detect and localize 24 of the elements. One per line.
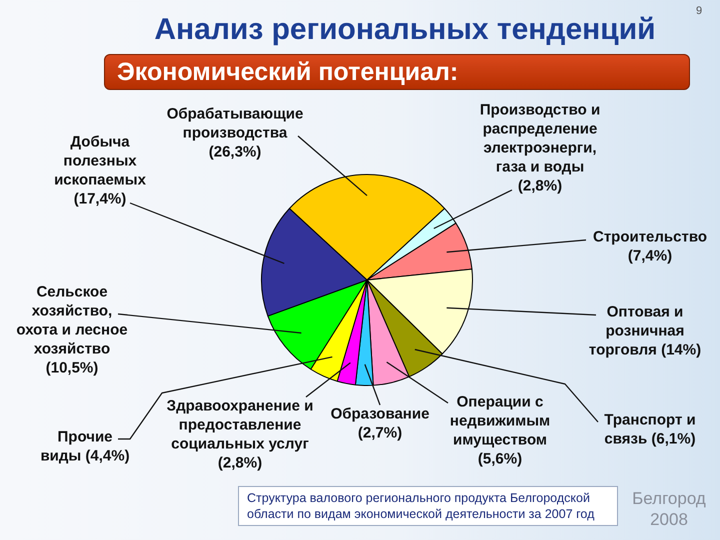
slice-label: Добыча полезных ископаемых [54,134,147,189]
slice-label: Здравоохранение и предоставление социальных услуг [166,398,314,453]
data-label: (2,8%) [218,454,262,472]
data-label: (26,3%) [208,144,262,161]
slice-label: Обрабатывающие производства [166,106,304,142]
slice-label: Оптовая и розничная торговля (14%) [588,304,702,359]
data-label: (17,4%) [74,190,126,208]
data-label: (7,4%) [628,248,672,265]
data-label: (5,6%) [478,450,522,468]
chart-subtitle: Экономический потенциал: [104,54,690,90]
data-label: (2,8%) [518,178,562,195]
slice-label: Производство и распределение электроэнерги, газа и воды [480,102,600,176]
slice-label: Транспорт и связь (6,1%) [604,412,696,448]
data-label: (10,5%) [46,360,98,377]
slice-label: Прочие виды (4,4%) [40,428,130,465]
chart-title: Анализ региональных тенденций [154,13,656,46]
text: Структура валового регионального продукта Белгородской области по видам экономической деятельности за 2007 год [238,486,618,526]
data-label: (2,7%) [358,424,402,442]
slice-label: Образование [330,406,430,423]
text: 9 [696,5,702,17]
slice-label: Сельское хозяйство, охота и лесное хозяйство [16,284,128,358]
slice-label: Операции с недвижимым имуществом [450,394,550,449]
slice-label: Строительство [592,228,708,246]
text: Белгород 2008 [631,488,707,530]
